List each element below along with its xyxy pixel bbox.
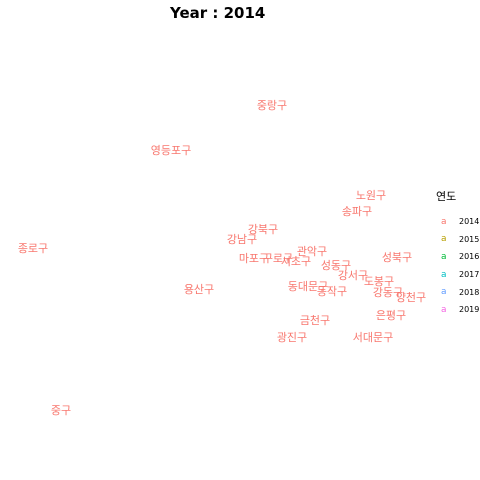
point-label-7: 관악구 [297, 245, 327, 258]
legend-key-2016: a [441, 251, 447, 262]
legend-key-2015: a [441, 234, 447, 245]
point-label-16: 용산구 [184, 283, 214, 296]
legend-item-2016: a 2016 [436, 248, 480, 266]
point-label-23: 서대문구 [353, 331, 393, 344]
point-label-18: 강동구 [373, 286, 403, 299]
legend-key-2018: a [441, 287, 447, 298]
legend-item-2019: a 2019 [436, 301, 480, 319]
legend-label-2017: 2017 [459, 270, 480, 280]
point-label-5: 강남구 [227, 233, 257, 246]
point-label-0: 중랑구 [257, 99, 287, 112]
point-label-10: 구로구 [263, 252, 293, 265]
point-label-6: 종로구 [18, 242, 48, 255]
point-label-14: 도봉구 [364, 275, 394, 288]
point-label-11: 서초구 [281, 255, 311, 268]
point-label-2: 노원구 [356, 189, 386, 202]
point-label-9: 마포구 [239, 252, 269, 265]
point-label-21: 금천구 [300, 313, 330, 327]
point-label-17: 동작구 [317, 285, 347, 298]
legend-item-2018: a 2018 [436, 283, 480, 301]
point-label-19: 양천구 [396, 290, 426, 304]
legend: 연도 a 2014 a 2015 a 2016 a 2017 a 2018 a 2019 [436, 188, 480, 319]
legend-items: a 2014 a 2015 a 2016 a 2017 a 2018 a 2019 [436, 213, 480, 319]
legend-item-2015: a 2015 [436, 231, 480, 249]
point-label-22: 광진구 [277, 331, 307, 344]
legend-label-2014: 2014 [459, 217, 480, 227]
point-label-8: 성북구 [382, 251, 412, 264]
point-label-4: 강북구 [248, 223, 278, 236]
legend-key-2017: a [441, 269, 447, 280]
legend-label-2016: 2016 [459, 252, 480, 262]
legend-item-2017: a 2017 [436, 266, 480, 284]
point-label-1: 영등포구 [151, 144, 191, 157]
point-label-15: 동대문구 [288, 280, 328, 293]
legend-item-2014: a 2014 [436, 213, 480, 231]
chart-title: Year : 2014 [170, 4, 266, 22]
legend-label-2019: 2019 [459, 305, 480, 315]
legend-key-2014: a [441, 216, 447, 227]
point-label-24: 중구 [51, 404, 71, 417]
legend-label-2018: 2018 [459, 287, 480, 297]
point-label-3: 송파구 [342, 205, 372, 218]
point-label-20: 은평구 [376, 309, 406, 322]
point-label-13: 강서구 [338, 269, 368, 282]
point-label-12: 성동구 [321, 259, 351, 272]
legend-title: 연도 [436, 190, 457, 203]
legend-key-2019: a [441, 304, 447, 315]
legend-label-2015: 2015 [459, 234, 480, 244]
